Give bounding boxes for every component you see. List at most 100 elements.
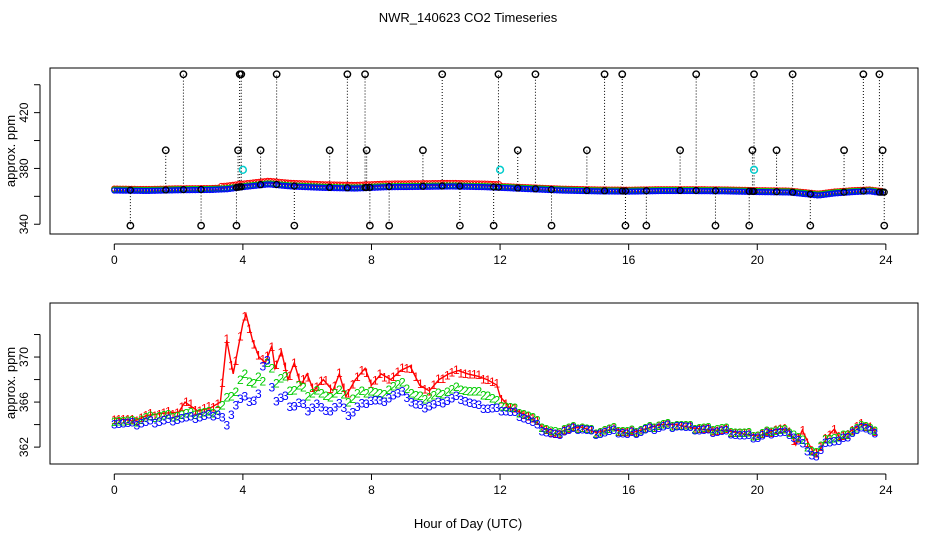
flag-base-point [326, 183, 334, 192]
series-2-marker: 2 [593, 427, 600, 441]
series-3-marker: 3 [327, 405, 334, 419]
flag-point [494, 70, 503, 79]
series-1-marker: 1 [462, 367, 469, 381]
series-2-marker: 2 [273, 376, 280, 390]
flag-point [582, 146, 591, 155]
series-1-marker: 1 [210, 401, 217, 415]
series-2-marker: 2 [570, 419, 577, 433]
series-2-marker: 2 [210, 407, 217, 421]
series-2-marker: 2 [129, 414, 136, 428]
series-1-marker: 1 [692, 423, 699, 437]
baseline-point [605, 188, 613, 195]
series-1-marker: 1 [597, 426, 604, 440]
flag-point [513, 146, 522, 155]
series-1-marker: 1 [809, 443, 816, 457]
chart-title: NWR_140623 CO2 Timeseries [379, 10, 558, 25]
series-2-marker: 2 [710, 424, 717, 438]
series-2-marker: 2 [557, 426, 564, 440]
series-2-marker: 2 [196, 407, 203, 421]
series-3-marker: 3 [412, 398, 419, 412]
x-tick-label-top: 20 [751, 253, 765, 267]
series-1-marker: 1 [241, 310, 248, 324]
series-2-marker: 2 [349, 392, 356, 406]
series-1-marker: 1 [115, 413, 122, 427]
series-2-marker: 2 [597, 426, 604, 440]
baseline-point [689, 187, 697, 195]
series-1-marker: 1 [304, 370, 311, 384]
series-3-marker: 3 [831, 435, 838, 449]
series-1-marker: 1 [656, 419, 663, 433]
flag-point [325, 146, 334, 155]
series-1-marker: 1 [647, 419, 654, 433]
baseline-point [785, 189, 792, 196]
series-3-marker: 3 [138, 417, 145, 431]
series-2-marker: 2 [169, 410, 176, 424]
flag-base-point [197, 185, 205, 194]
baseline-point [409, 183, 416, 191]
series-1-marker: 1 [696, 422, 703, 436]
series-1-marker: 1 [755, 429, 762, 443]
flag-base-point [676, 186, 684, 195]
baseline-point [247, 183, 254, 190]
series-2-marker: 2 [602, 424, 609, 438]
x-tick-label-bottom: 8 [368, 483, 375, 497]
x-tick-label-bottom: 20 [751, 483, 765, 497]
series-2-marker: 2 [539, 421, 546, 435]
series-2-marker: 2 [250, 377, 257, 391]
series-3-marker: 3 [273, 395, 280, 409]
series-1-marker: 1 [530, 412, 537, 426]
flag-point [676, 146, 685, 155]
series-1-marker: 1 [800, 423, 807, 437]
series-3-marker: 3 [336, 397, 343, 411]
flag-base-point [343, 184, 351, 192]
baseline-point [140, 187, 147, 195]
series-1-marker: 1 [867, 420, 874, 434]
series-1-marker: 1 [322, 374, 329, 388]
series-2-marker: 2 [827, 432, 834, 446]
baseline-point [374, 184, 381, 191]
series-1-marker: 1 [133, 414, 140, 428]
series-2-marker: 2 [376, 387, 383, 401]
flag-base-point [642, 187, 650, 195]
series-3-marker: 3 [156, 415, 163, 429]
series-1-marker: 1 [480, 372, 487, 386]
flag-base-point [162, 186, 170, 194]
series-1-marker: 1 [728, 426, 735, 440]
series-3-marker: 3 [286, 400, 293, 414]
series-3-marker: 3 [489, 402, 496, 416]
flag-markers [126, 70, 889, 230]
series-2-marker: 2 [336, 383, 343, 397]
baseline-point [521, 185, 529, 193]
series-1-marker: 1 [827, 428, 834, 442]
series-2-marker: 2 [867, 422, 874, 436]
series-2-marker: 2 [584, 422, 591, 436]
series-2-marker: 2 [458, 383, 465, 397]
flag-point [256, 146, 265, 155]
series-3-marker: 3 [642, 423, 649, 437]
series-1-marker: 1 [318, 374, 325, 388]
series-3-marker: 3 [304, 404, 311, 418]
baseline-point [394, 183, 401, 191]
series-2-marker: 2 [534, 414, 541, 428]
series-3-marker: 3 [687, 420, 694, 434]
series-2-marker: 2 [192, 408, 199, 422]
baseline-point [669, 187, 676, 195]
baseline-point [331, 184, 338, 192]
series-2-marker: 2 [773, 424, 780, 438]
baseline-point [469, 183, 477, 191]
series-3-marker: 3 [606, 424, 613, 438]
baseline-point [400, 183, 407, 191]
series-3-marker: 3 [584, 423, 591, 437]
baseline-point [446, 183, 454, 190]
series-3-marker: 3 [214, 408, 221, 422]
series-1-marker: 1 [345, 386, 352, 400]
baseline-point [371, 184, 378, 191]
series-1-marker: 1 [543, 423, 550, 437]
series-1-marker: 1 [430, 378, 437, 392]
series-1-marker: 1 [399, 361, 406, 375]
series-1-marker: 1 [872, 425, 879, 439]
flag-base-point [531, 185, 540, 193]
series-1-marker: 1 [403, 362, 410, 376]
series-3-marker: 3 [764, 426, 771, 440]
baseline-point [336, 185, 344, 192]
